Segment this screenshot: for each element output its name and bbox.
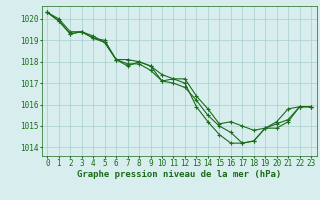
X-axis label: Graphe pression niveau de la mer (hPa): Graphe pression niveau de la mer (hPa) <box>77 170 281 179</box>
